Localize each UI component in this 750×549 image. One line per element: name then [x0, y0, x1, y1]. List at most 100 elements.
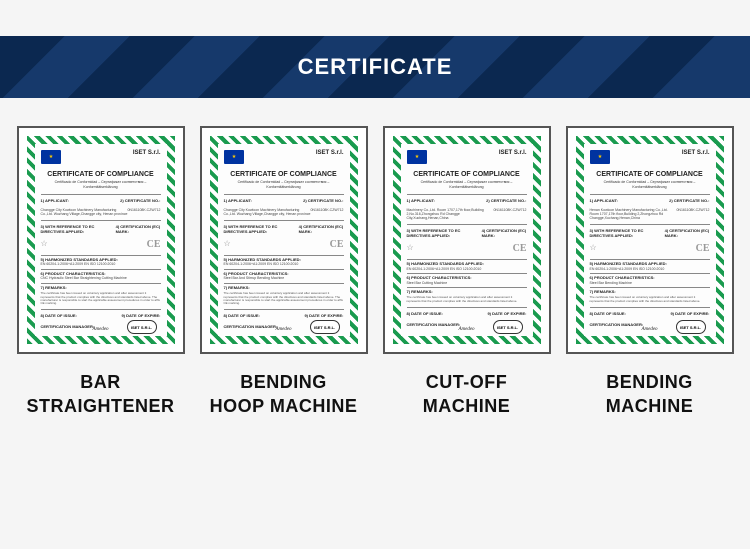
mark-label: 4) CERTIFICATION (EC) MARK: — [665, 229, 710, 239]
certno-value: 0N161108K.CZW712 — [127, 208, 160, 216]
ce-mark-icon: CE — [696, 243, 710, 255]
signature: Amedeo — [275, 327, 291, 332]
caption-line1: CUT-OFF — [423, 370, 511, 394]
directive-label: 3) WITH REFERENCE TO EC DIRECTIVES APPLI… — [407, 229, 482, 239]
signature: Amedeo — [641, 327, 657, 332]
eu-flag-icon — [407, 150, 427, 164]
remarks-text: The certificate has been issued on volun… — [41, 292, 161, 305]
remarks-text: The certificate has been issued on volun… — [590, 296, 710, 303]
certno-value: 0N161108K.CZW712 — [493, 208, 526, 221]
caption-line2: STRAIGHTENER — [26, 394, 174, 418]
issue-label: 8) DATE OF ISSUE: — [407, 312, 443, 317]
standards-value: EN 60204-1:2006+A1:2009 EN ISO 12100:201… — [224, 262, 344, 266]
issue-label: 8) DATE OF ISSUE: — [590, 312, 626, 317]
caption: BAR STRAIGHTENER — [26, 370, 174, 419]
cert-frame: ISET S.r.l. CERTIFICATE OF COMPLIANCE Ce… — [17, 126, 185, 354]
remarks-label: 7) REMARKS: — [224, 286, 344, 291]
cert-card-1: ISET S.r.l. CERTIFICATE OF COMPLIANCE Ce… — [197, 126, 370, 419]
cert-inner: ISET S.r.l. CERTIFICATE OF COMPLIANCE Ce… — [576, 136, 724, 344]
certno-label: 2) CERTIFICATE NO.: — [120, 199, 160, 204]
signature: Amedeo — [458, 327, 474, 332]
cert-inner: ISET S.r.l. CERTIFICATE OF COMPLIANCE Ce… — [210, 136, 358, 344]
standards-value: EN 60204-1:2006+A1:2009 EN ISO 12100:201… — [590, 267, 710, 271]
cert-frame: ISET S.r.l. CERTIFICATE OF COMPLIANCE Ce… — [566, 126, 734, 354]
remarks-label: 7) REMARKS: — [41, 286, 161, 291]
standards-value: EN 60204-1:2006+A1:2009 EN ISO 12100:201… — [41, 262, 161, 266]
caption-line2: MACHINE — [606, 394, 694, 418]
applicant-value: Henan Kowloon Machinery Manufacturing Co… — [590, 208, 677, 221]
issuer: ISET S.r.l. — [499, 150, 527, 157]
eu-flag-icon — [41, 150, 61, 164]
caption: BENDING HOOP MACHINE — [210, 370, 358, 419]
banner: CERTIFICATE — [0, 36, 750, 98]
caption-line1: BENDING — [210, 370, 358, 394]
star-icon: ☆ — [407, 243, 414, 255]
seal-badge: ISET S.R.L. — [676, 320, 706, 334]
caption: CUT-OFF MACHINE — [423, 370, 511, 419]
cert-inner: ISET S.r.l. CERTIFICATE OF COMPLIANCE Ce… — [27, 136, 175, 344]
remarks-label: 7) REMARKS: — [590, 290, 710, 295]
applicant-label: 1) APPLICANT: — [224, 199, 252, 204]
eu-flag-icon — [224, 150, 244, 164]
applicant-value: Changge City Kowloon Machinery Manufactu… — [224, 208, 311, 216]
cert-title: CERTIFICATE OF COMPLIANCE — [590, 171, 710, 179]
issuer: ISET S.r.l. — [316, 150, 344, 157]
cert-title: CERTIFICATE OF COMPLIANCE — [224, 171, 344, 179]
expire-label: 9) DATE OF EXPIRE: — [487, 312, 526, 317]
star-icon: ☆ — [224, 239, 231, 251]
cert-card-2: ISET S.r.l. CERTIFICATE OF COMPLIANCE Ce… — [380, 126, 553, 419]
caption-line2: HOOP MACHINE — [210, 394, 358, 418]
eu-flag-icon — [590, 150, 610, 164]
expire-label: 9) DATE OF EXPIRE: — [304, 314, 343, 319]
issuer: ISET S.r.l. — [682, 150, 710, 157]
mark-label: 4) CERTIFICATION (EC) MARK: — [116, 225, 161, 235]
cert-card-3: ISET S.r.l. CERTIFICATE OF COMPLIANCE Ce… — [563, 126, 736, 419]
applicant-label: 1) APPLICANT: — [407, 199, 435, 204]
standards-value: EN 60204-1:2006+A1:2009 EN ISO 12100:201… — [407, 267, 527, 271]
expire-label: 9) DATE OF EXPIRE: — [670, 312, 709, 317]
ce-mark-icon: CE — [513, 243, 527, 255]
star-icon: ☆ — [590, 243, 597, 255]
certno-label: 2) CERTIFICATE NO.: — [486, 199, 526, 204]
cert-card-0: ISET S.r.l. CERTIFICATE OF COMPLIANCE Ce… — [14, 126, 187, 419]
issue-label: 8) DATE OF ISSUE: — [41, 314, 77, 319]
applicant-value: Changge City Kowloon Machinery Manufactu… — [41, 208, 128, 216]
ce-mark-icon: CE — [330, 239, 344, 251]
directive-label: 3) WITH REFERENCE TO EC DIRECTIVES APPLI… — [590, 229, 665, 239]
cert-subtitle: Certificado de Conformidad – Сертификат … — [41, 180, 161, 188]
cert-subtitle: Certificado de Conformidad – Сертификат … — [224, 180, 344, 188]
directive-label: 3) WITH REFERENCE TO EC DIRECTIVES APPLI… — [224, 225, 299, 235]
certificate-grid: ISET S.r.l. CERTIFICATE OF COMPLIANCE Ce… — [0, 98, 750, 419]
product-value: Steel Bar Bending Machine — [590, 281, 710, 285]
star-icon: ☆ — [41, 239, 48, 251]
seal-badge: ISET S.R.L. — [310, 320, 340, 334]
certno-label: 2) CERTIFICATE NO.: — [303, 199, 343, 204]
remarks-text: The certificate has been issued on volun… — [407, 296, 527, 303]
remarks-label: 7) REMARKS: — [407, 290, 527, 295]
cert-title: CERTIFICATE OF COMPLIANCE — [41, 171, 161, 179]
certno-value: 0N161108K.CZW712 — [310, 208, 343, 216]
cert-frame: ISET S.r.l. CERTIFICATE OF COMPLIANCE Ce… — [200, 126, 368, 354]
issuer: ISET S.r.l. — [133, 150, 161, 157]
directive-label: 3) WITH REFERENCE TO EC DIRECTIVES APPLI… — [41, 225, 116, 235]
caption-line1: BAR — [26, 370, 174, 394]
ce-mark-icon: CE — [147, 239, 161, 251]
cert-frame: ISET S.r.l. CERTIFICATE OF COMPLIANCE Ce… — [383, 126, 551, 354]
product-value: Steel Bar Cutting Machine — [407, 281, 527, 285]
certno-label: 2) CERTIFICATE NO.: — [669, 199, 709, 204]
seal-badge: ISET S.R.L. — [127, 320, 157, 334]
caption-line1: BENDING — [606, 370, 694, 394]
cert-title: CERTIFICATE OF COMPLIANCE — [407, 171, 527, 179]
caption-line2: MACHINE — [423, 394, 511, 418]
cert-inner: ISET S.r.l. CERTIFICATE OF COMPLIANCE Ce… — [393, 136, 541, 344]
applicant-label: 1) APPLICANT: — [590, 199, 618, 204]
mark-label: 4) CERTIFICATION (EC) MARK: — [299, 225, 344, 235]
caption: BENDING MACHINE — [606, 370, 694, 419]
product-value: CNC Hydraulic Steel Bar Straightening Cu… — [41, 276, 161, 280]
issue-label: 8) DATE OF ISSUE: — [224, 314, 260, 319]
seal-badge: ISET S.R.L. — [493, 320, 523, 334]
applicant-label: 1) APPLICANT: — [41, 199, 69, 204]
cert-subtitle: Certificado de Conformidad – Сертификат … — [407, 180, 527, 188]
remarks-text: The certificate has been issued on volun… — [224, 292, 344, 305]
signature: Amedeo — [92, 327, 108, 332]
